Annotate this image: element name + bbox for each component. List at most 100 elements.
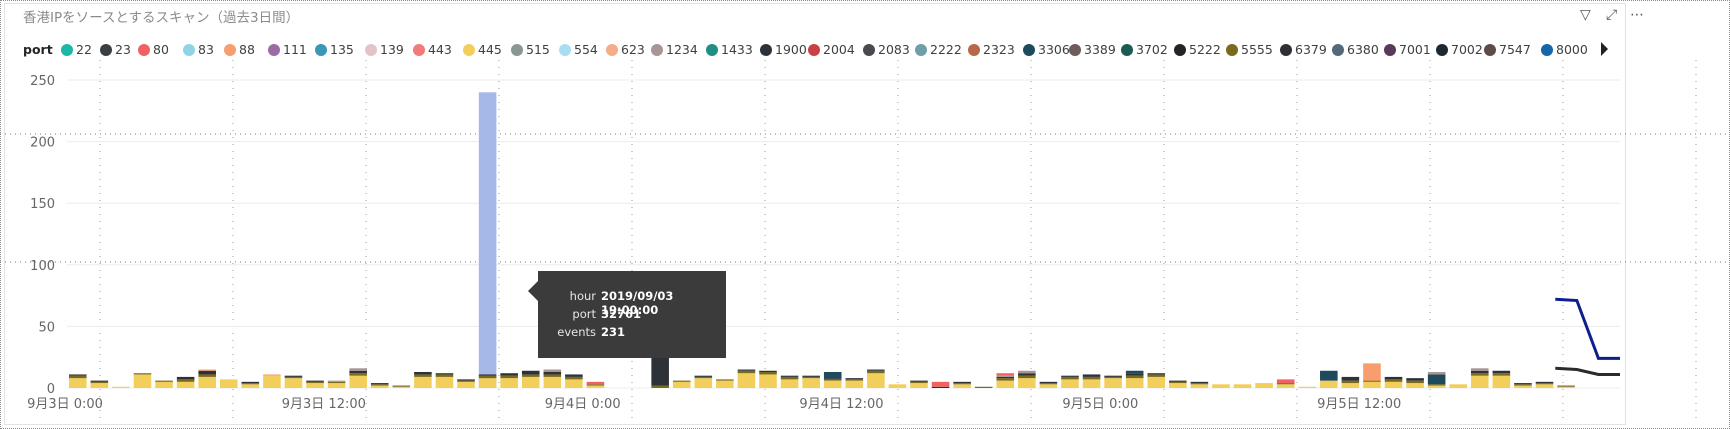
legend-marker [100, 44, 112, 56]
bar-segment [414, 374, 432, 377]
bar-segment [198, 370, 216, 375]
filter-icon[interactable]: ▽ [1580, 7, 1591, 23]
bar-segment [1449, 384, 1468, 388]
bar-segment [1018, 373, 1036, 376]
legend-marker [365, 44, 377, 56]
bar-segment [1125, 375, 1144, 379]
bar-segment [996, 378, 1015, 381]
bar-segment [716, 380, 734, 388]
bar-segment [845, 379, 864, 381]
legend-label: 1234 [666, 42, 698, 57]
bar-segment [414, 371, 432, 375]
bar-segment [521, 376, 540, 388]
bar-segment [996, 373, 1015, 376]
bar-segment [457, 380, 475, 382]
y-tick-label: 250 [30, 74, 55, 89]
chart-legend: port 22 23 80 83 88 111 135 139 443 445 515 554 623 1… [23, 40, 1623, 60]
legend-label: 445 [478, 42, 502, 57]
bar-segment [284, 375, 303, 377]
legend-label: 7001 [1399, 42, 1431, 57]
bar-segment [112, 386, 130, 388]
bar-segment [823, 371, 842, 379]
legend-label: 139 [380, 42, 404, 57]
bar-segment [1384, 381, 1403, 388]
bar-segment [263, 375, 281, 388]
bar-segment [306, 383, 324, 388]
bar-segment [1190, 384, 1209, 388]
legend-marker [463, 44, 475, 56]
legend-label: 5222 [1189, 42, 1221, 57]
legend-marker [1023, 44, 1035, 56]
bar-segment [478, 378, 497, 388]
bar-segment [284, 376, 303, 379]
bar-segment [263, 374, 281, 376]
bar-segment [1471, 368, 1489, 371]
tooltip-value: 2019/09/03 19:00:00 [601, 289, 674, 317]
bar-segment [327, 380, 346, 382]
bar-segment [155, 381, 173, 388]
bar-segment [1104, 375, 1122, 377]
legend-label: 80 [153, 42, 169, 57]
legend-marker [1384, 44, 1396, 56]
bar-segment [155, 380, 173, 382]
bar-segment [737, 373, 756, 388]
bar-segment [1535, 384, 1554, 388]
focus-mode-icon[interactable]: ⤢ [1606, 7, 1618, 23]
bar-segment [823, 379, 842, 381]
legend-label: 2323 [983, 42, 1015, 57]
bar-segment [69, 378, 87, 388]
bar-segment [500, 375, 518, 379]
bar-segment [219, 379, 238, 388]
bar-segment [1255, 383, 1273, 388]
bar-segment [90, 383, 109, 388]
tooltip-row-events: events 231 [538, 325, 726, 341]
tooltip-row-port: port 32761 [538, 307, 726, 323]
bar-segment [867, 369, 885, 371]
bar-segment [1147, 373, 1166, 375]
bar-segment [802, 378, 820, 388]
tooltip-value: 32761 [601, 307, 642, 321]
bar-segment [1190, 383, 1209, 385]
bar-segment [198, 374, 216, 377]
bar-segment [1125, 378, 1144, 388]
legend-marker [511, 44, 523, 56]
legend-marker [1332, 44, 1344, 56]
legend-label: 2222 [930, 42, 962, 57]
bar-segment [284, 378, 303, 388]
bar-segment [867, 373, 885, 388]
visual-title: 香港IPをソースとするスキャン（過去3日間） [23, 10, 300, 26]
more-options-icon[interactable]: ⋯ [1630, 7, 1644, 23]
bar-segment [565, 376, 583, 380]
legend-label: 88 [239, 42, 255, 57]
x-tick-label: 9月4日 12:00 [799, 397, 883, 412]
bar-segment [1406, 378, 1424, 381]
legend-marker [1226, 44, 1238, 56]
bar-segment [521, 370, 540, 375]
bar-segment [586, 381, 605, 385]
bar-segment [1363, 363, 1381, 381]
bar-segment [910, 383, 928, 388]
legend-marker [915, 44, 927, 56]
series-line-1 [1555, 366, 1620, 376]
legend-label: 7547 [1499, 42, 1531, 57]
bar-segment [996, 376, 1015, 379]
legend-marker [808, 44, 820, 56]
bar-segment [1276, 383, 1295, 385]
chart-visual-container[interactable] [4, 3, 1626, 425]
legend-marker [1280, 44, 1292, 56]
bar-segment [1061, 376, 1079, 380]
bar-segment [1427, 374, 1446, 385]
legend-marker [968, 44, 980, 56]
tooltip-key: hour [569, 289, 596, 303]
bar-segment [759, 370, 777, 372]
legend-label: 554 [574, 42, 598, 57]
tooltip-key: port [572, 307, 596, 321]
bar-segment [133, 373, 152, 375]
legend-marker [760, 44, 772, 56]
legend-label: 135 [330, 42, 354, 57]
legend-next-page-icon[interactable] [1601, 42, 1608, 56]
bar-segment [392, 386, 411, 388]
bar-segment [1276, 384, 1295, 388]
bar-segment [780, 379, 799, 388]
